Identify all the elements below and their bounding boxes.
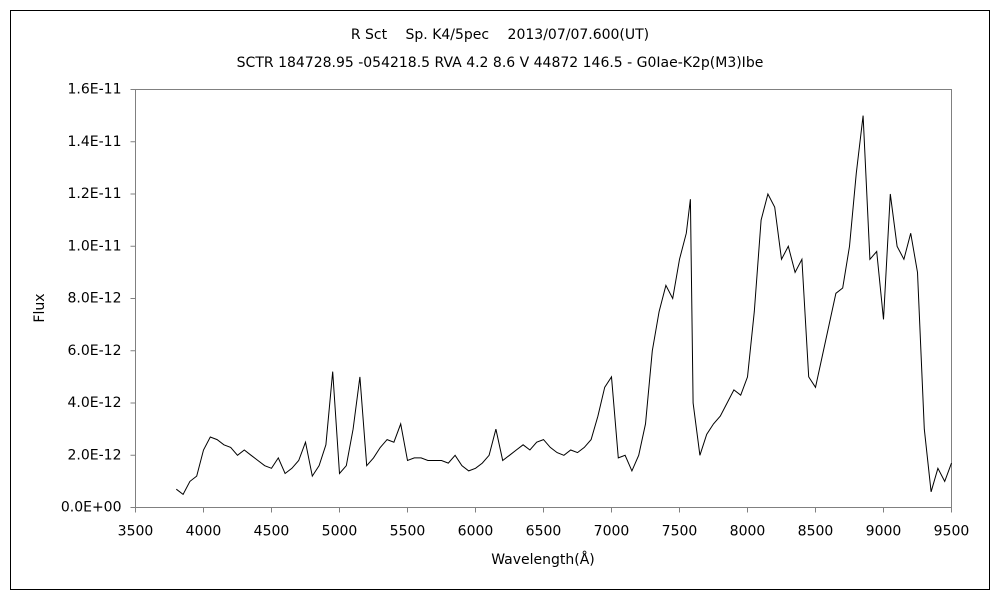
chart-border	[10, 10, 990, 590]
x-tick-label: 7000	[594, 524, 630, 540]
x-tick-label: 6000	[458, 524, 494, 540]
x-tick-label: 8500	[798, 524, 834, 540]
x-tick-label: 9500	[934, 524, 970, 540]
x-tick-label: 6500	[526, 524, 562, 540]
y-tick-label: 6.0E-12	[68, 343, 122, 359]
x-tick-label: 7500	[662, 524, 698, 540]
x-tick-label: 3500	[118, 524, 154, 540]
x-tick-label: 8000	[730, 524, 766, 540]
y-tick-label: 4.0E-12	[68, 395, 122, 411]
x-axis-title: Wavelength(Å)	[491, 551, 595, 568]
y-axis-title: Flux	[32, 293, 48, 322]
x-tick-label: 9000	[866, 524, 902, 540]
y-tick-label: 1.0E-11	[68, 238, 122, 254]
y-tick-label: 1.4E-11	[68, 134, 122, 150]
chart-title: R Sct Sp. K4/5pec 2013/07/07.600(UT)	[351, 27, 649, 43]
y-tick-label: 8.0E-12	[68, 291, 122, 307]
x-tick-label: 5500	[390, 524, 426, 540]
chart-subtitle: SCTR 184728.95 -054218.5 RVA 4.2 8.6 V 4…	[237, 55, 764, 71]
y-tick-label: 2.0E-12	[68, 447, 122, 463]
x-tick-label: 4500	[254, 524, 290, 540]
x-tick-label: 5000	[322, 524, 358, 540]
spectrum-line	[175, 115, 952, 496]
y-tick-label: 0.0E+00	[61, 500, 122, 516]
y-tick-label: 1.6E-11	[68, 82, 122, 98]
x-tick-label: 4000	[186, 524, 222, 540]
y-tick-label: 1.2E-11	[68, 186, 122, 202]
